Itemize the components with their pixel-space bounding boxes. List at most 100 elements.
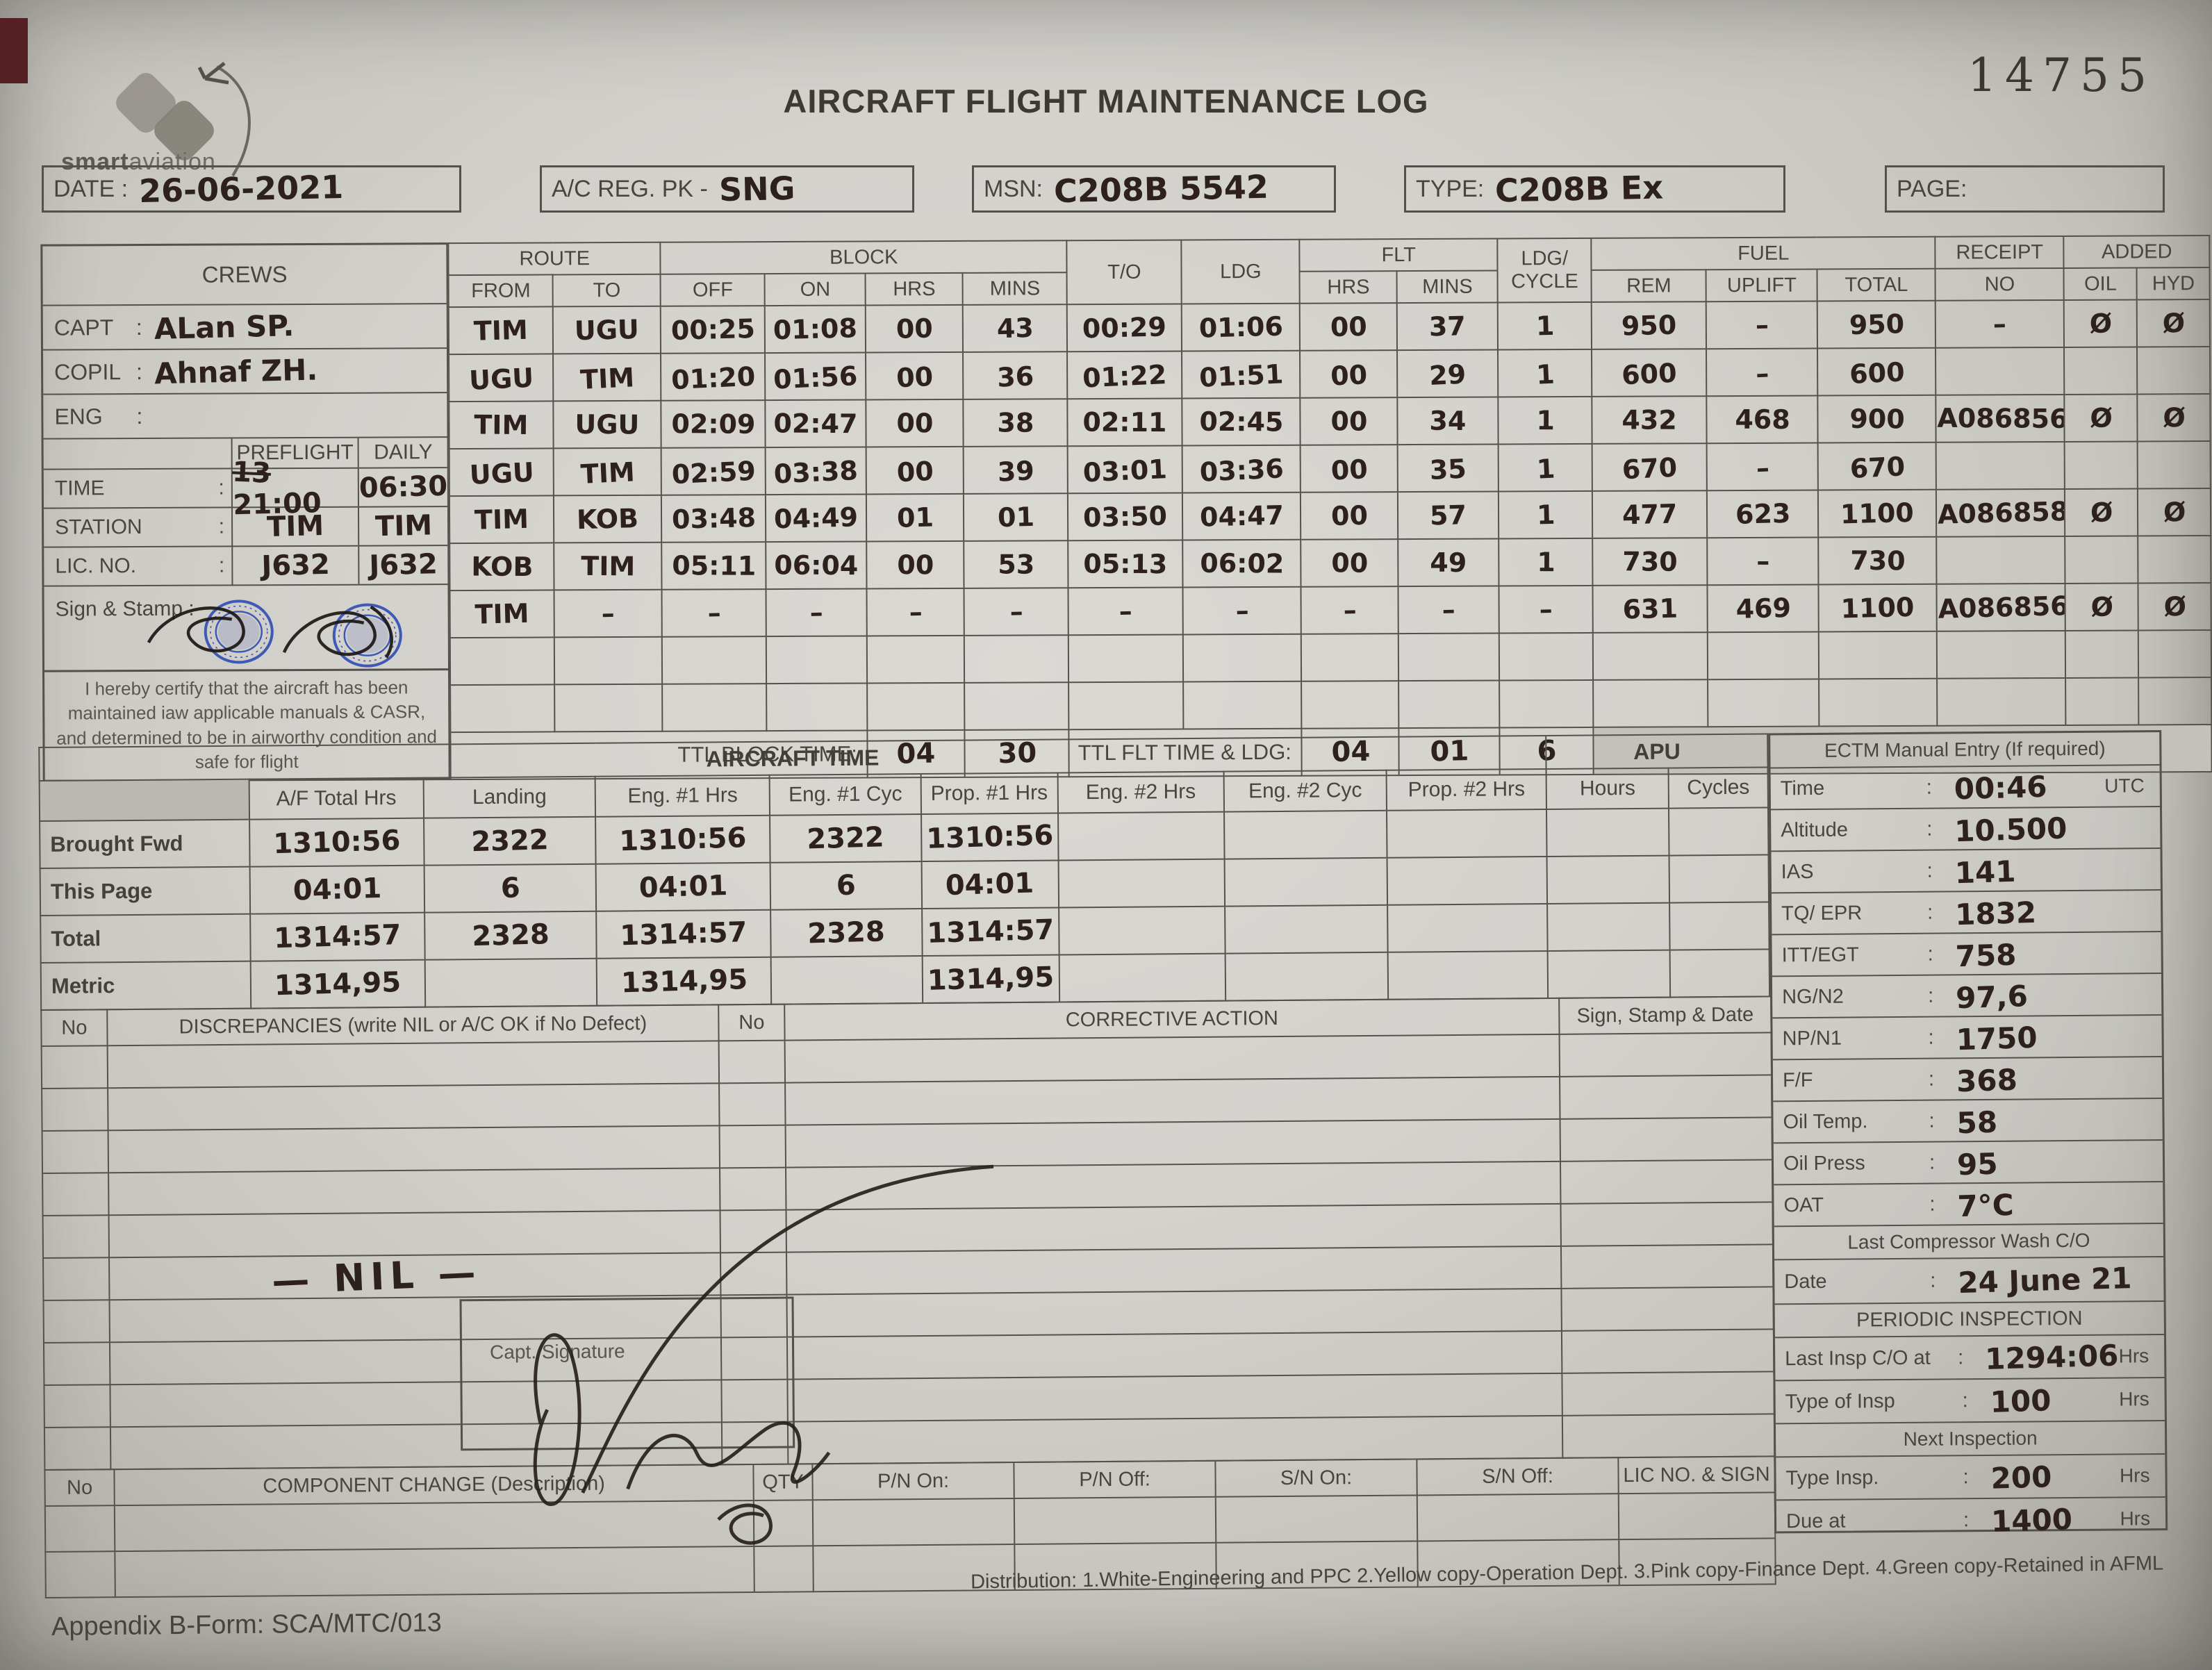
at-value-cell (1058, 859, 1225, 908)
at-value-cell (1547, 902, 1670, 951)
ectm-label: Oil Temp. (1783, 1109, 1868, 1133)
handwritten-value: 03:36 (1198, 453, 1285, 488)
colon: : (1929, 1151, 1936, 1174)
empty-cell (1301, 681, 1399, 729)
handwritten-value: 1 (1535, 453, 1555, 485)
handwritten-value: – (1235, 595, 1250, 627)
type-of-insp-value: 100 (1990, 1382, 2052, 1419)
handwritten-value: 05:13 (1083, 548, 1168, 580)
handwritten-value: TIM (474, 409, 529, 441)
cell-ldg: – (1182, 586, 1302, 635)
handwritten-value: – (1539, 593, 1553, 625)
capt-row: CAPT: ALan SP. (42, 304, 447, 351)
handwritten-value: 1310:56 (272, 825, 401, 861)
cell-rem: 730 (1592, 538, 1708, 586)
empty-cell (1398, 680, 1500, 729)
header-gap (1336, 165, 1404, 208)
at-value-cell (771, 956, 923, 1005)
cell-on: 02:47 (765, 399, 866, 448)
cell-hyd (2138, 536, 2211, 584)
ectm-label: NG/N2 (1782, 985, 1844, 1008)
handwritten-value: 35 (1429, 453, 1468, 486)
empty-cell (753, 1500, 814, 1546)
handwritten-value: 1 (1535, 358, 1555, 390)
ectm-row: Altitude:10.500 (1771, 807, 2161, 852)
handwritten-value: 00 (1330, 406, 1368, 437)
handwritten-value: KOB (576, 502, 639, 536)
handwritten-value: TIM (474, 597, 530, 630)
handwritten-value: 04:01 (638, 869, 728, 904)
from-header: FROM (448, 274, 554, 308)
handwritten-value: 01:22 (1082, 359, 1168, 394)
at-col-header: Hours (1546, 768, 1669, 809)
at-value-cell: 1314:57 (596, 909, 772, 959)
cell-hyd: Ø (2138, 583, 2212, 631)
comp-pn-off-header: P/N Off: (1014, 1460, 1216, 1499)
capt-signature-box: Capt. Signature (459, 1296, 795, 1451)
cell-cyc: 1 (1499, 490, 1593, 539)
cell-uplift: 469 (1707, 584, 1819, 633)
cell-fh: 00 (1300, 397, 1398, 445)
empty-cell (42, 1130, 109, 1173)
handwritten-value: 631 (1622, 593, 1678, 625)
handwritten-value: 03:01 (1082, 454, 1169, 488)
at-value-cell: 1314:57 (249, 912, 425, 961)
colon: : (1927, 901, 1933, 924)
cell-oil: Ø (2065, 488, 2138, 536)
handwritten-value: 1100 (1840, 591, 1915, 625)
due-at-row: Due at : 1400 Hrs (1776, 1498, 2165, 1542)
empty-cell (1014, 1496, 1216, 1545)
colon: : (1963, 1465, 1969, 1488)
handwritten-value: Ø (2090, 591, 2114, 623)
empty-cell (1068, 681, 1184, 730)
handwritten-value: – (1342, 595, 1357, 626)
at-value-cell: 04:01 (249, 865, 424, 914)
cell-from: UGU (449, 448, 554, 497)
handwritten-value: 900 (1849, 403, 1905, 435)
blank-cell (43, 438, 233, 469)
handwritten-value: 00 (895, 313, 934, 345)
cell-uplift: – (1707, 537, 1819, 586)
empty-cell (787, 1373, 1562, 1422)
cell-to: – (554, 589, 663, 638)
empty-cell (719, 1082, 786, 1126)
handwritten-value: 03:38 (773, 455, 859, 490)
empty-cell (662, 684, 767, 731)
lower-left-column: AIRCRAFT TIME APU A/F Total Hrs Landing En… (38, 733, 1776, 1598)
handwritten-value: 04:49 (773, 502, 859, 535)
periodic-inspection-title: PERIODIC INSPECTION (1774, 1302, 2164, 1339)
handwritten-value: 03:50 (1082, 500, 1168, 534)
cell-on: 03:38 (765, 447, 867, 495)
colon: : (1930, 1269, 1936, 1292)
colon: : (1963, 1508, 1970, 1531)
flight-leg-row: TIM UGU 02:09 02:47 00 38 02:11 02:45 00 34 1 432 46… (449, 394, 2211, 449)
ectm-label: Time (1780, 777, 1825, 800)
ectm-label: TQ/ EPR (1781, 901, 1863, 925)
cell-off: 03:48 (661, 495, 766, 543)
cell-fh: – (1301, 586, 1399, 634)
at-value-cell: 2328 (770, 909, 923, 957)
flt-header: FLT (1299, 238, 1498, 272)
at-col-header: Prop. #2 Hrs (1386, 768, 1547, 811)
empty-cell (1560, 1117, 1772, 1161)
ectm-row: ITT/EGT:758 (1772, 932, 2161, 977)
cell-fm: 35 (1397, 444, 1499, 493)
flight-leg-row: TIM – – – – – – – – – – 631 469 1100 A086856 Ø Ø (449, 583, 2212, 638)
copil-name: Ahnaf ZH. (154, 352, 318, 390)
to-header: TO (552, 274, 661, 307)
ectm-row: Time:00:46 UTC (1770, 766, 2161, 811)
cell-uplift: 468 (1706, 395, 1818, 444)
comp-no-header: No (44, 1469, 115, 1506)
cell-on: 04:49 (766, 494, 867, 543)
cell-total: 1100 (1818, 584, 1938, 632)
fuel-total-header: TOTAL (1817, 268, 1936, 301)
handwritten-value: 1314,95 (274, 966, 402, 1002)
cell-from: TIM (449, 401, 554, 449)
ectm-value: 00:46 (1954, 769, 2048, 807)
empty-cell (45, 1551, 115, 1598)
time-label: TIME: (43, 469, 233, 508)
empty-cell (766, 636, 868, 684)
capt-signature-label: Capt. Signature (489, 1340, 625, 1363)
station-label: STATION: (43, 508, 233, 547)
